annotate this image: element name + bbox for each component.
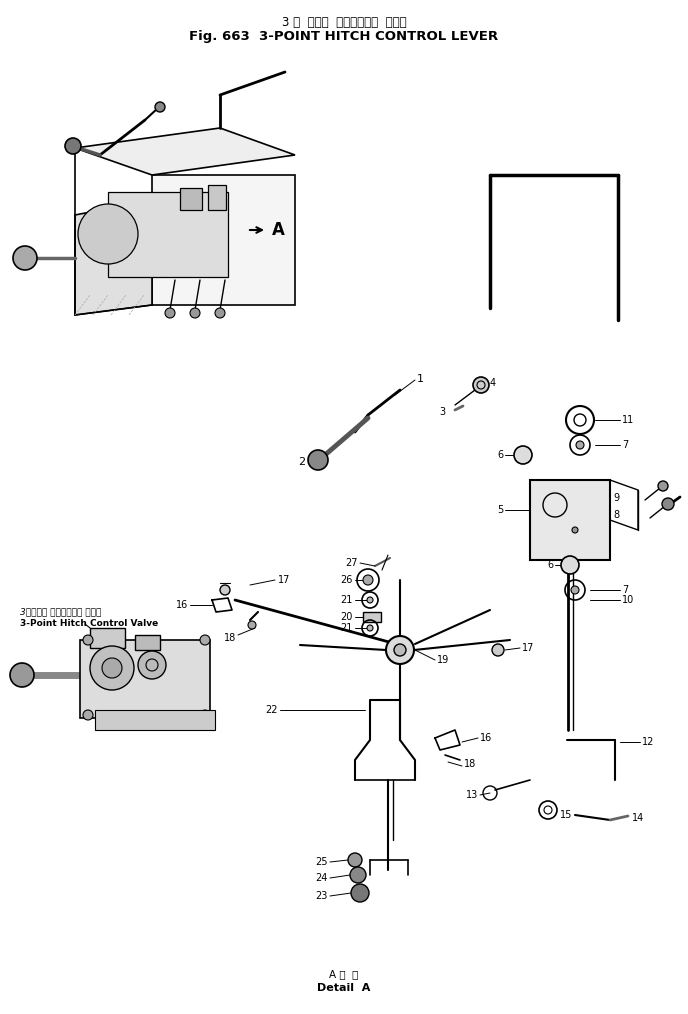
Text: 16: 16 (175, 600, 188, 610)
Circle shape (200, 710, 210, 720)
Circle shape (78, 204, 138, 264)
Circle shape (155, 102, 165, 112)
Text: 3点ヒッチ コントロール バルブ: 3点ヒッチ コントロール バルブ (20, 607, 101, 617)
Circle shape (363, 575, 373, 585)
Text: A 部  詳: A 部 詳 (330, 969, 358, 979)
Text: 6: 6 (497, 450, 503, 460)
Circle shape (514, 446, 532, 464)
Text: 4: 4 (490, 378, 496, 388)
Text: 26: 26 (341, 575, 353, 585)
Text: 17: 17 (278, 575, 290, 585)
Text: 18: 18 (464, 759, 476, 769)
Text: 19: 19 (437, 655, 449, 665)
Text: Detail  A: Detail A (317, 983, 371, 993)
Polygon shape (75, 128, 295, 175)
Circle shape (351, 884, 369, 902)
Polygon shape (75, 200, 152, 315)
Circle shape (65, 138, 81, 154)
Circle shape (386, 636, 414, 664)
Circle shape (662, 498, 674, 510)
Text: 3-Point Hitch Control Valve: 3-Point Hitch Control Valve (20, 620, 158, 629)
Text: 18: 18 (224, 633, 236, 643)
Circle shape (473, 377, 489, 393)
Circle shape (367, 597, 373, 603)
Text: 25: 25 (316, 857, 328, 867)
Text: 7: 7 (622, 440, 628, 450)
Circle shape (83, 635, 93, 645)
Text: 16: 16 (480, 733, 492, 743)
Bar (530, 480, 610, 560)
Text: 17: 17 (522, 643, 535, 653)
Circle shape (492, 644, 504, 656)
Text: 24: 24 (316, 873, 328, 883)
Text: 13: 13 (466, 790, 478, 800)
Circle shape (165, 308, 175, 318)
Bar (108, 192, 228, 277)
Text: 6: 6 (547, 560, 553, 570)
Bar (80, 640, 210, 718)
Circle shape (576, 441, 584, 449)
Text: 12: 12 (642, 737, 654, 747)
Text: 20: 20 (341, 612, 353, 622)
Circle shape (83, 710, 93, 720)
Circle shape (190, 308, 200, 318)
Bar (135, 635, 160, 650)
Circle shape (248, 621, 256, 629)
Bar (180, 188, 202, 210)
Circle shape (308, 450, 328, 470)
Text: 23: 23 (316, 891, 328, 901)
Text: 5: 5 (497, 505, 503, 515)
Circle shape (572, 527, 578, 533)
Circle shape (561, 556, 579, 574)
Circle shape (348, 853, 362, 867)
Text: 10: 10 (622, 595, 634, 605)
Text: 27: 27 (345, 558, 358, 568)
Text: 21: 21 (341, 623, 353, 633)
Text: 22: 22 (266, 705, 278, 715)
Circle shape (220, 585, 230, 595)
Circle shape (571, 586, 579, 594)
Text: 11: 11 (622, 415, 634, 425)
Circle shape (658, 481, 668, 491)
Bar (208, 185, 226, 210)
Text: 15: 15 (560, 810, 572, 820)
Polygon shape (152, 175, 295, 305)
Text: 3: 3 (439, 407, 445, 417)
Circle shape (10, 663, 34, 687)
Bar (363, 612, 381, 622)
Circle shape (102, 658, 122, 678)
Text: 9: 9 (614, 493, 620, 503)
Text: Fig. 663  3-POINT HITCH CONTROL LEVER: Fig. 663 3-POINT HITCH CONTROL LEVER (189, 30, 499, 43)
Circle shape (138, 651, 166, 679)
Circle shape (200, 635, 210, 645)
Text: 7: 7 (622, 585, 628, 595)
Text: 2: 2 (298, 457, 305, 467)
Circle shape (394, 644, 406, 656)
Text: 1: 1 (417, 374, 424, 384)
Bar (95, 710, 215, 730)
Text: 3 点  ヒッチ  コントロール  レバー: 3 点 ヒッチ コントロール レバー (281, 16, 407, 29)
Circle shape (90, 646, 134, 690)
Bar (90, 628, 125, 648)
Text: 14: 14 (632, 813, 644, 823)
Text: 21: 21 (341, 595, 353, 605)
Circle shape (13, 246, 37, 270)
Text: 8: 8 (614, 510, 620, 520)
Circle shape (350, 867, 366, 883)
Circle shape (367, 625, 373, 631)
Circle shape (215, 308, 225, 318)
Text: A: A (272, 221, 285, 239)
